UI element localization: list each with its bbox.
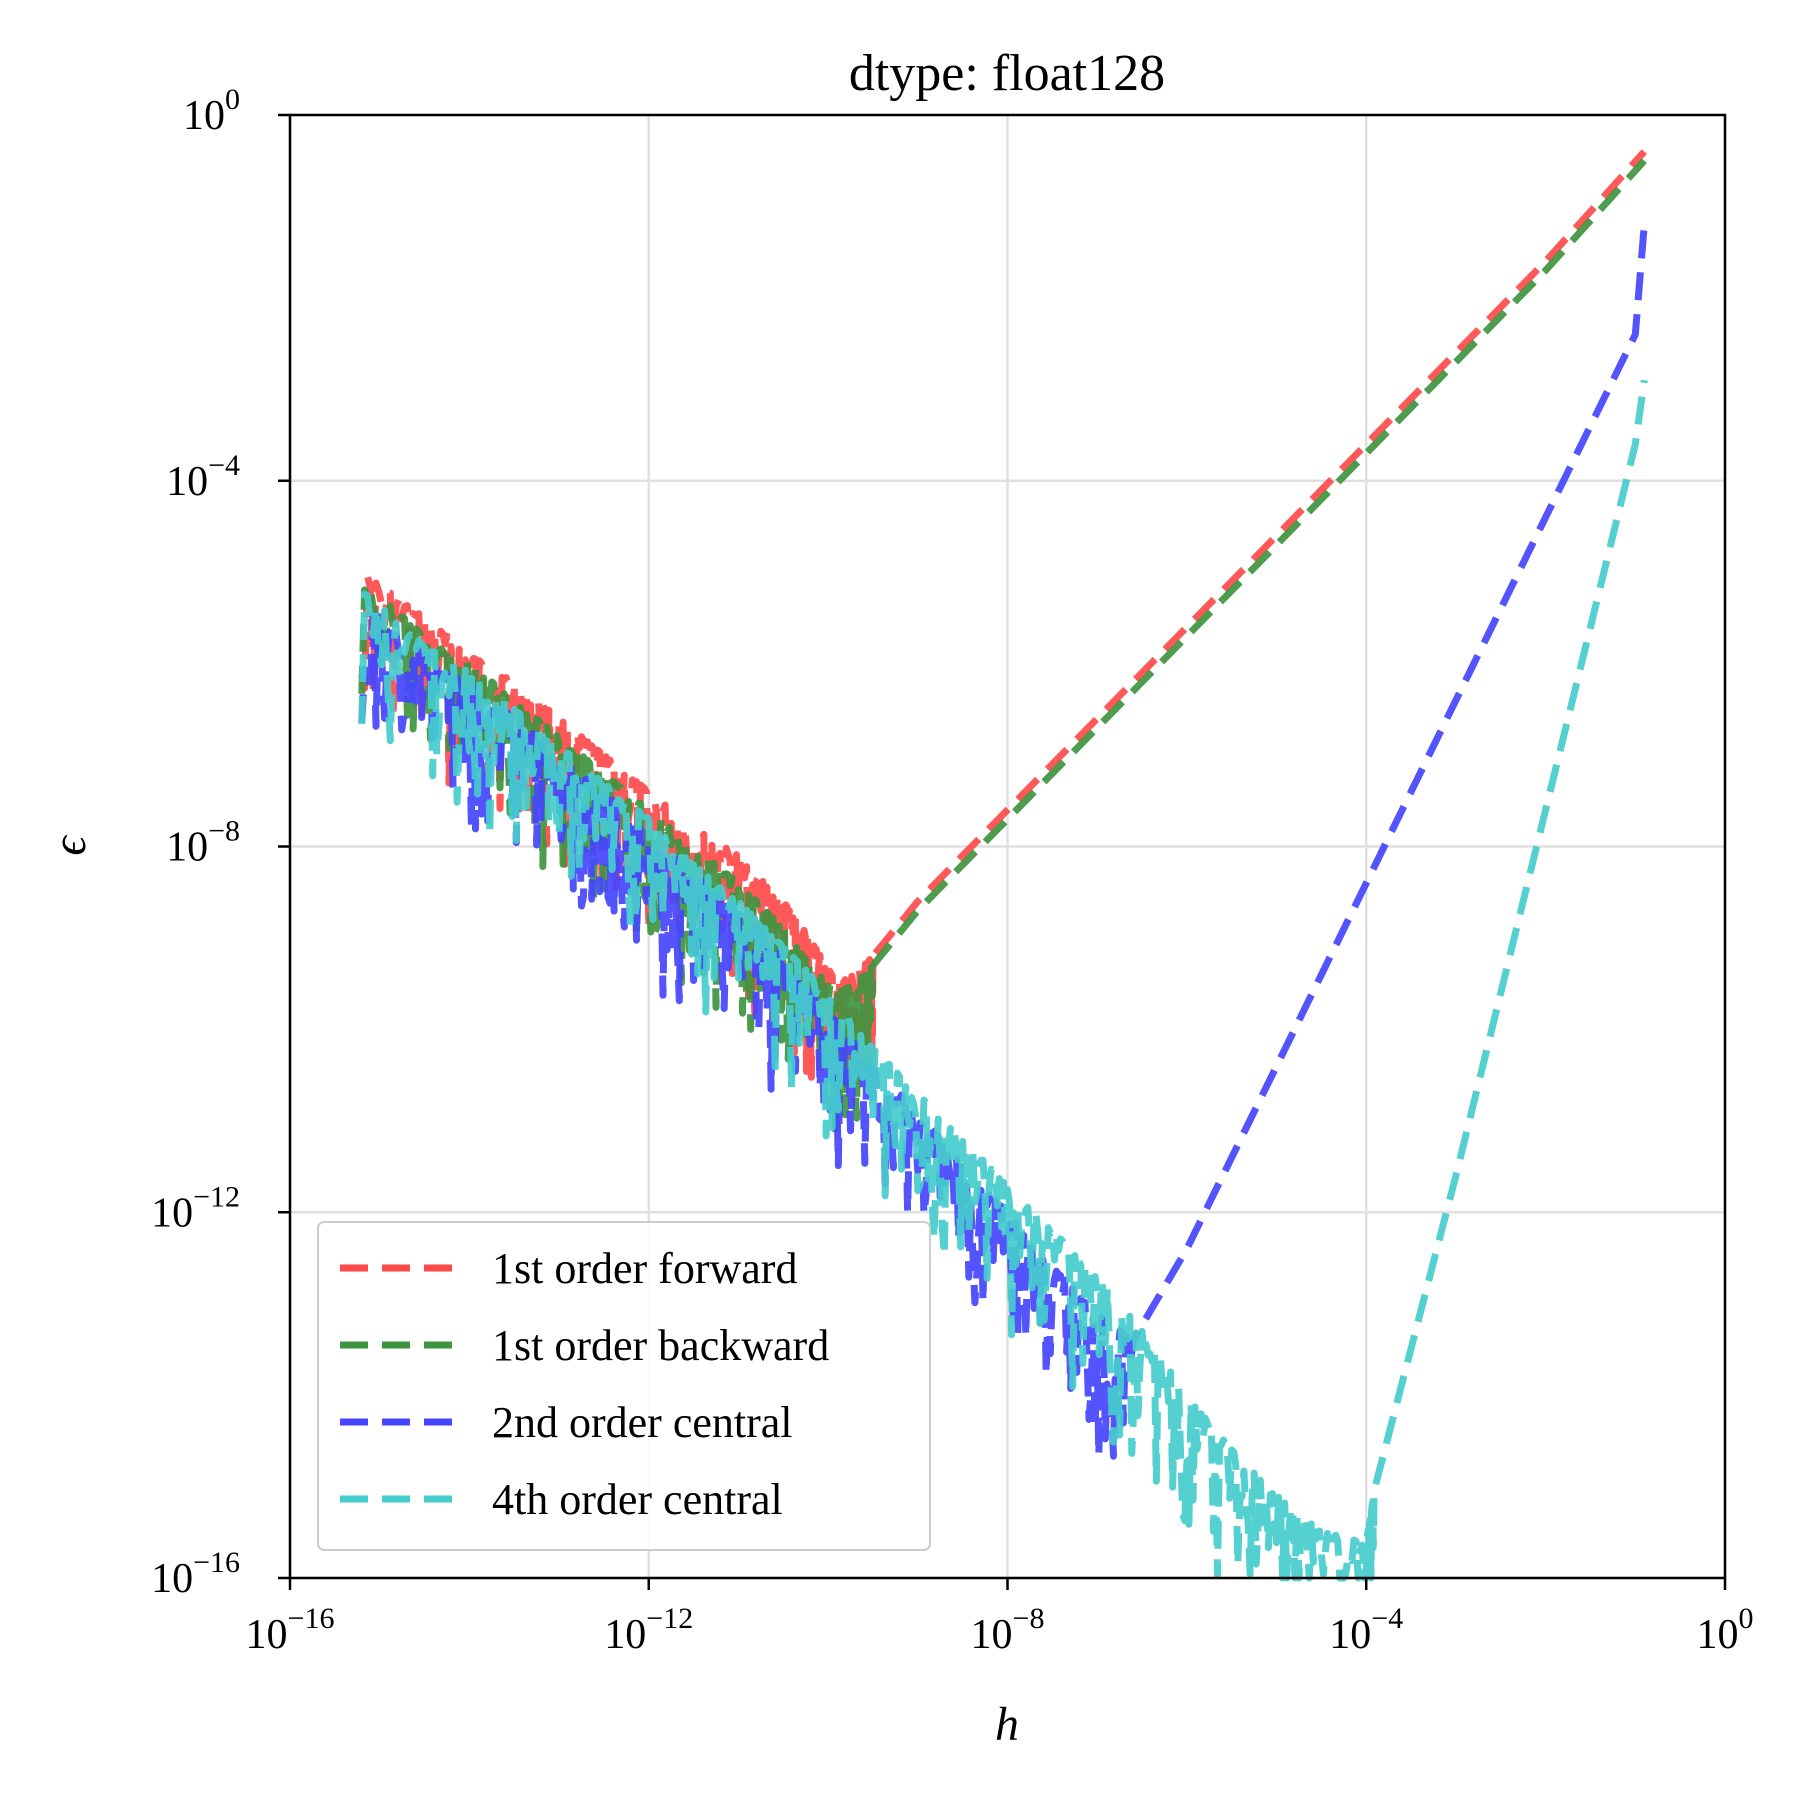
y-tick-base: 10: [183, 93, 225, 139]
legend-entries: 1st order forward 1st order backward 2nd o…: [340, 1244, 829, 1524]
y-tick-base: 10: [166, 825, 208, 871]
x-tick-exponent: −12: [646, 1602, 693, 1635]
y-tick-base: 10: [151, 1190, 193, 1236]
x-tick-base: 10: [1697, 1612, 1739, 1658]
legend-frame: [317, 1221, 931, 1551]
y-tick-label: 100: [183, 83, 240, 139]
x-tick-exponent: −8: [1013, 1602, 1045, 1635]
x-tick-base: 10: [971, 1612, 1013, 1658]
x-tick-base: 10: [604, 1612, 646, 1658]
legend-label-4: 4th order central: [492, 1475, 783, 1524]
y-tick-base: 10: [151, 1556, 193, 1602]
legend-label-1: 1st order forward: [492, 1244, 797, 1293]
series-layer: [358, 149, 1648, 1582]
y-tick-exponent: −4: [208, 449, 240, 482]
x-tick-exponent: −16: [288, 1602, 335, 1635]
x-tick-base: 10: [246, 1612, 288, 1658]
y-axis-label: ϵ: [43, 835, 96, 856]
y-tick-base: 10: [166, 459, 208, 505]
series-line-2: [358, 158, 1647, 1140]
chart-title: dtype: float128: [849, 45, 1165, 102]
ticks: 10−16 10−12 10−8 10−4 10010−1610−1210−810−41…: [151, 83, 1753, 1658]
y-tick-exponent: −12: [193, 1180, 240, 1213]
legend-label-3: 2nd order central: [492, 1398, 793, 1447]
x-tick-label: 100: [1697, 1602, 1754, 1658]
legend: 1st order forward 1st order backward 2nd o…: [317, 1221, 931, 1551]
y-tick-exponent: 0: [225, 83, 240, 116]
series-line-4: [358, 379, 1648, 1582]
y-tick-label: 10−12: [151, 1180, 240, 1236]
y-tick-label: 10−8: [166, 815, 240, 871]
series-line-1: [358, 149, 1647, 1098]
x-tick-label: 10−12: [604, 1602, 693, 1658]
y-tick-exponent: −8: [208, 815, 240, 848]
x-axis-label: h: [995, 1698, 1019, 1751]
y-tick-label: 10−4: [166, 449, 240, 505]
x-tick-label: 10−8: [971, 1602, 1045, 1658]
x-tick-label: 10−16: [246, 1602, 335, 1658]
x-tick-label: 10−4: [1329, 1602, 1403, 1658]
x-tick-exponent: 0: [1739, 1602, 1754, 1635]
x-tick-base: 10: [1329, 1612, 1371, 1658]
y-tick-exponent: −16: [193, 1546, 240, 1579]
legend-label-2: 1st order backward: [492, 1321, 829, 1370]
y-tick-label: 10−16: [151, 1546, 240, 1602]
x-tick-exponent: −4: [1371, 1602, 1403, 1635]
